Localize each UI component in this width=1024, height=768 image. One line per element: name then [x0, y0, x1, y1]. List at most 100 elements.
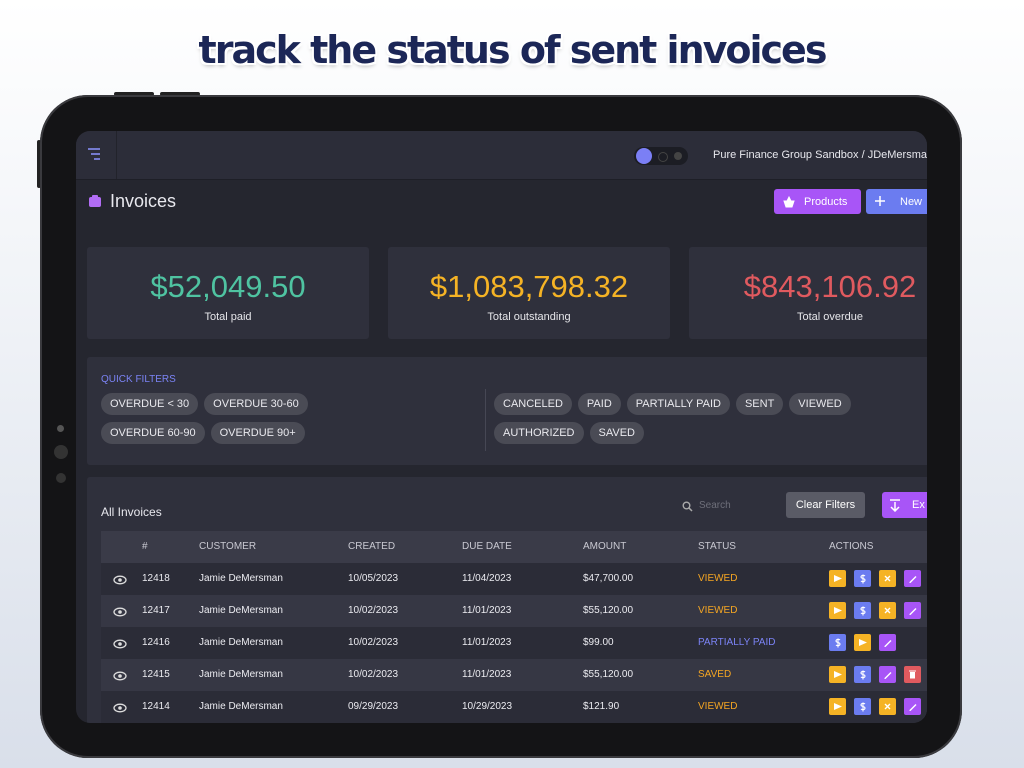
- filter-pill[interactable]: PAID: [577, 393, 621, 415]
- cell: 12417: [142, 605, 170, 616]
- top-bar: Pure Finance Group Sandbox / JDeMersmanS…: [76, 131, 927, 180]
- view-icon[interactable]: [113, 573, 127, 585]
- filter-pill[interactable]: OVERDUE 30-60: [204, 393, 308, 415]
- plus-icon: [866, 193, 894, 210]
- basket-icon: [783, 195, 795, 207]
- cell: 10/02/2023: [348, 605, 399, 616]
- stat-value: $52,049.50: [150, 269, 306, 304]
- table-row[interactable]: 12414 Jamie DeMersman 09/29/2023 10/29/2023…: [101, 691, 927, 723]
- action-button[interactable]: [854, 698, 871, 715]
- action-button[interactable]: [904, 666, 921, 683]
- view-icon[interactable]: [113, 605, 127, 617]
- cell: 12414: [142, 701, 170, 712]
- tablet-button: [37, 140, 41, 188]
- stat-value: $843,106.92: [743, 269, 917, 304]
- cell: 10/02/2023: [348, 669, 399, 680]
- cell: 11/01/2023: [462, 605, 512, 616]
- filter-pill[interactable]: OVERDUE 90+: [210, 422, 305, 444]
- table-row[interactable]: 12416 Jamie DeMersman 10/02/2023 11/01/2023…: [101, 627, 927, 659]
- action-button[interactable]: [879, 602, 896, 619]
- headline: track the status of sent invoices: [198, 28, 828, 72]
- column-header: CUSTOMER: [199, 541, 257, 552]
- page-title: Invoices: [110, 191, 177, 211]
- filter-pill[interactable]: OVERDUE 60-90: [101, 422, 205, 444]
- stat-label: Total outstanding: [487, 311, 571, 323]
- cell: VIEWED: [698, 605, 738, 616]
- table-row[interactable]: 12418 Jamie DeMersman 10/05/2023 11/04/2023…: [101, 563, 927, 595]
- stat-value: $1,083,798.32: [429, 269, 629, 304]
- view-icon[interactable]: [113, 637, 127, 649]
- toggle-knob: [636, 148, 652, 164]
- action-button[interactable]: [829, 602, 846, 619]
- filter-pill[interactable]: CANCELED: [494, 393, 572, 415]
- cell: 09/29/2023: [348, 701, 399, 712]
- table-header: # CUSTOMER CREATED DUE DATE AMOUNT STATUS ACTI…: [101, 531, 927, 563]
- export-button[interactable]: Ex: [882, 492, 927, 518]
- cell: 11/01/2023: [462, 637, 512, 648]
- filters-title: QUICK FILTERS: [101, 374, 176, 385]
- screen: Pure Finance Group Sandbox / JDeMersmanS…: [76, 131, 927, 723]
- action-button[interactable]: [829, 698, 846, 715]
- cell: $121.90: [583, 701, 620, 712]
- cell: Jamie DeMersman: [199, 605, 283, 616]
- column-header: ACTIONS: [829, 541, 874, 552]
- action-button[interactable]: [904, 602, 921, 619]
- action-button[interactable]: [879, 570, 896, 587]
- action-button[interactable]: [854, 602, 871, 619]
- new-button[interactable]: New: [866, 189, 927, 214]
- table-row[interactable]: 12415 Jamie DeMersman 10/02/2023 11/01/2023…: [101, 659, 927, 691]
- cell: 10/02/2023: [348, 637, 399, 648]
- action-button[interactable]: [854, 634, 871, 651]
- button-label: New: [900, 195, 923, 208]
- action-button[interactable]: [904, 698, 921, 715]
- column-header: #: [142, 541, 148, 552]
- divider: [116, 131, 117, 179]
- invoices-card: All Invoices Search Clear Filters Ex # CU…: [87, 477, 927, 723]
- cell: 11/01/2023: [462, 669, 512, 680]
- cell: $99.00: [583, 637, 614, 648]
- cell: SAVED: [698, 669, 732, 680]
- camera: [57, 425, 64, 432]
- products-button[interactable]: Products: [774, 189, 861, 214]
- action-button[interactable]: [904, 570, 921, 587]
- theme-toggle[interactable]: [634, 147, 688, 165]
- stat-label: Total paid: [204, 311, 252, 323]
- table-title: All Invoices: [101, 505, 162, 519]
- cell: 12415: [142, 669, 170, 680]
- clear-filters-button[interactable]: Clear Filters: [786, 492, 865, 518]
- cell: Jamie DeMersman: [199, 573, 283, 584]
- camera: [56, 473, 66, 483]
- filter-pill[interactable]: SAVED: [589, 422, 644, 444]
- action-button[interactable]: [854, 666, 871, 683]
- search-input[interactable]: Search: [699, 500, 731, 511]
- filter-pill[interactable]: PARTIALLY PAID: [626, 393, 730, 415]
- stat-label: Total overdue: [796, 311, 864, 323]
- cell: VIEWED: [698, 701, 738, 712]
- menu-icon[interactable]: [86, 148, 102, 160]
- tablet-button: [114, 92, 154, 96]
- action-button[interactable]: [829, 666, 846, 683]
- column-header: STATUS: [698, 541, 736, 552]
- action-button[interactable]: [829, 570, 846, 587]
- cell: $55,120.00: [583, 669, 634, 680]
- camera: [54, 445, 68, 459]
- cell: $47,700.00: [583, 573, 634, 584]
- cell: 12416: [142, 637, 170, 648]
- filter-pill[interactable]: OVERDUE < 30: [101, 393, 199, 415]
- cell: Jamie DeMersman: [199, 701, 283, 712]
- table-row[interactable]: 12417 Jamie DeMersman 10/02/2023 11/01/2023…: [101, 595, 927, 627]
- action-button[interactable]: [854, 570, 871, 587]
- filter-pill[interactable]: SENT: [735, 393, 784, 415]
- action-button[interactable]: [829, 634, 846, 651]
- stat-card: $843,106.92 Total overdue: [689, 247, 927, 339]
- filter-pill[interactable]: VIEWED: [789, 393, 851, 415]
- action-button[interactable]: [879, 666, 896, 683]
- action-button[interactable]: [879, 634, 896, 651]
- cell: Jamie DeMersman: [199, 637, 283, 648]
- action-button[interactable]: [879, 698, 896, 715]
- view-icon[interactable]: [113, 669, 127, 681]
- view-icon[interactable]: [113, 701, 127, 713]
- stat-card: $1,083,798.32 Total outstanding: [388, 247, 670, 339]
- filter-pill[interactable]: AUTHORIZED: [494, 422, 584, 444]
